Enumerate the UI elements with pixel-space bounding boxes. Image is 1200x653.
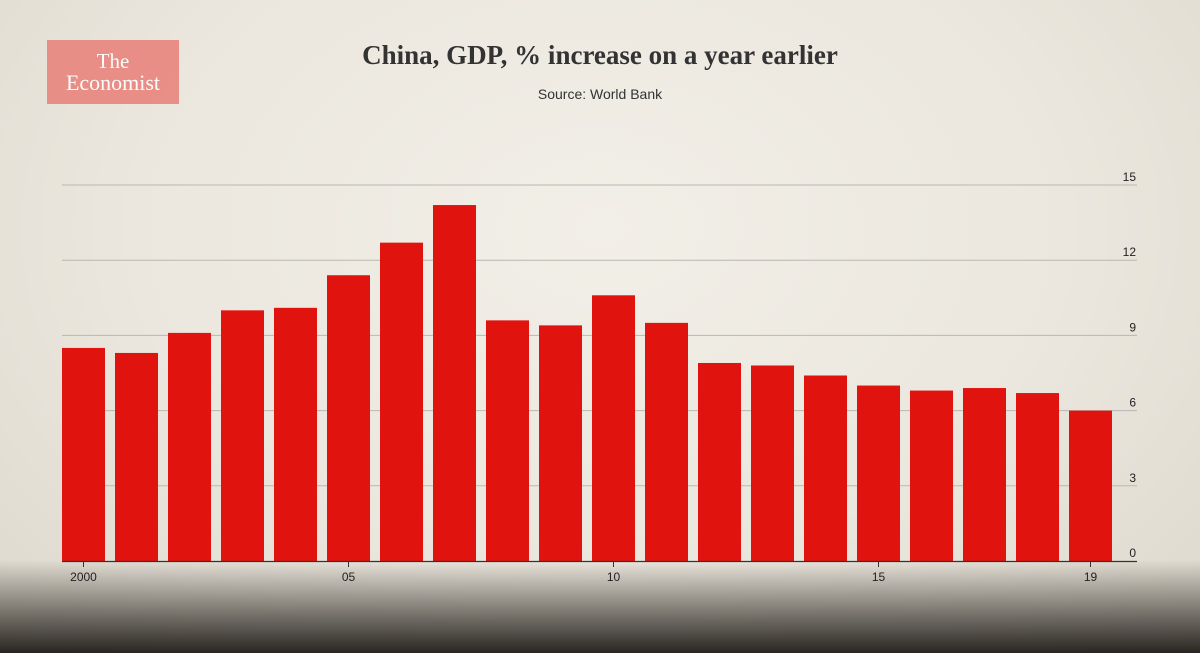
economist-logo: The Economist <box>47 40 179 104</box>
bar-2004 <box>274 307 317 561</box>
bar-2010 <box>592 295 635 561</box>
logo-line-2: Economist <box>65 69 161 95</box>
bar-2006 <box>380 242 423 562</box>
y-tick-label-0: 0 <box>1129 546 1136 560</box>
y-tick-label-12: 12 <box>1123 245 1137 259</box>
x-tick-label-15: 15 <box>872 570 886 584</box>
bar-2016 <box>910 390 953 561</box>
y-tick-label-3: 3 <box>1129 471 1136 485</box>
bar-2012 <box>698 362 741 561</box>
bar-2008 <box>486 320 529 561</box>
bar-2002 <box>168 332 211 561</box>
bar-2015 <box>857 385 900 561</box>
bar-2011 <box>645 322 688 561</box>
bar-2007 <box>433 205 476 561</box>
x-tick-label-2000: 2000 <box>70 570 97 584</box>
logo-line-1: The <box>96 48 130 73</box>
bar-2001 <box>115 352 158 561</box>
chart-title: China, GDP, % increase on a year earlier <box>362 40 838 70</box>
bar-2009 <box>539 325 582 561</box>
bar-2017 <box>963 388 1006 561</box>
bar-2013 <box>751 365 794 561</box>
x-tick-label-10: 10 <box>607 570 621 584</box>
x-tick-label-05: 05 <box>342 570 356 584</box>
bar-2005 <box>327 275 370 561</box>
y-tick-label-15: 15 <box>1123 170 1137 184</box>
bar-2014 <box>804 375 847 561</box>
bar-2019 <box>1069 410 1112 561</box>
y-tick-label-6: 6 <box>1129 396 1136 410</box>
x-tick-label-19: 19 <box>1084 570 1098 584</box>
bar-2003 <box>221 310 264 561</box>
bar-2018 <box>1016 393 1059 561</box>
y-tick-label-9: 9 <box>1129 320 1136 334</box>
chart-subtitle: Source: World Bank <box>537 86 663 102</box>
bar-2000 <box>62 347 105 561</box>
